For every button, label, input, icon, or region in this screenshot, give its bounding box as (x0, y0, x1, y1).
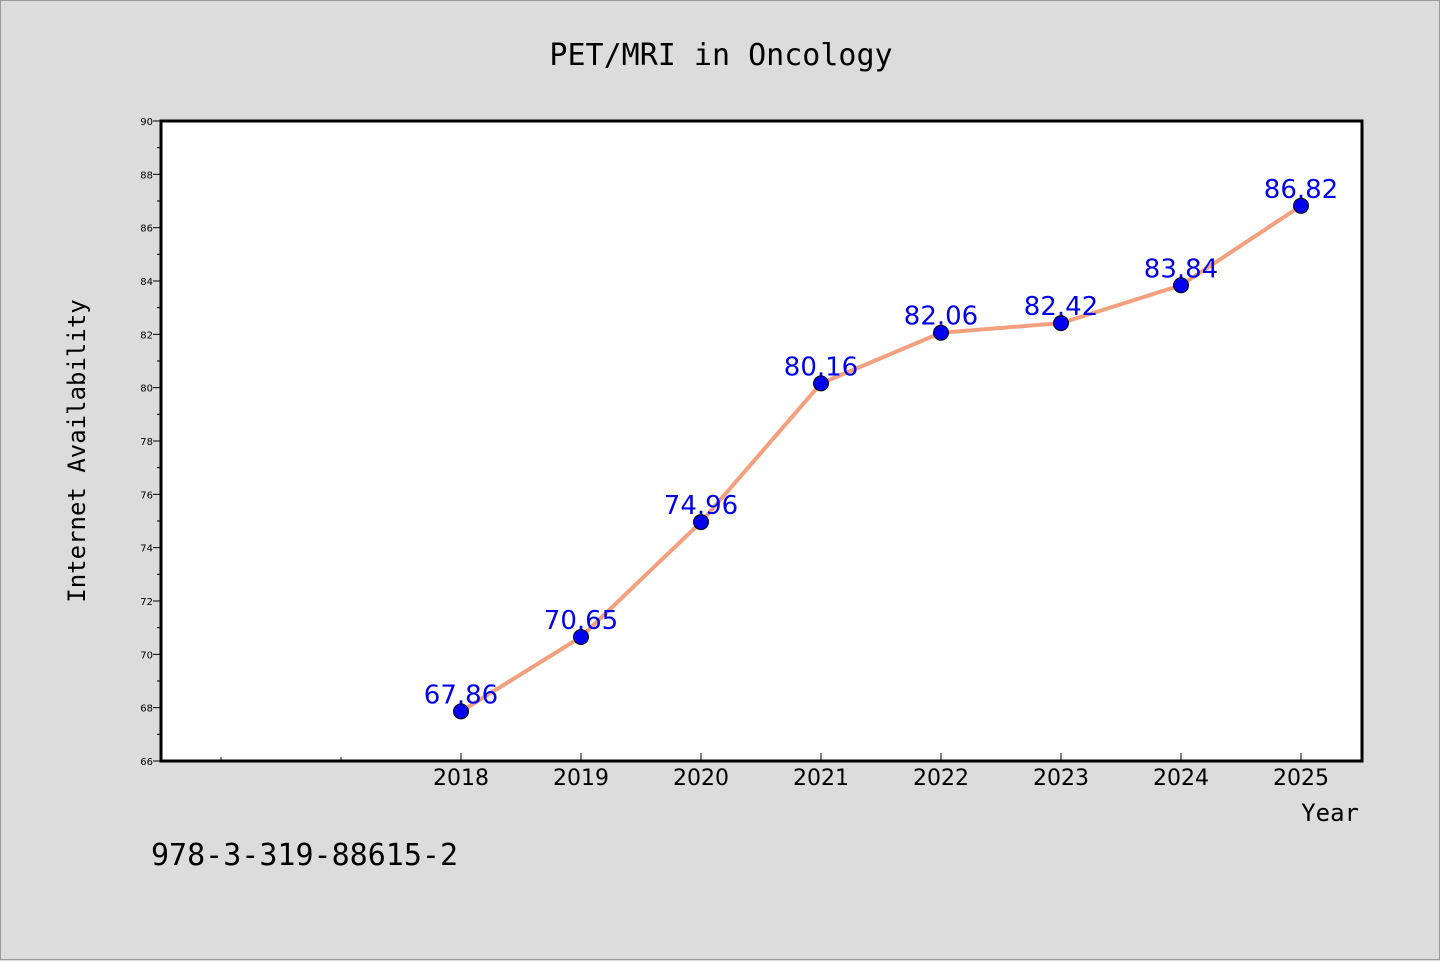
y-tick-label: 66 (140, 757, 153, 768)
y-tick-label: 76 (140, 490, 153, 501)
x-tick-label: 2022 (913, 766, 969, 791)
data-label: 74.96 (664, 491, 738, 521)
y-tick-label: 84 (140, 277, 153, 288)
data-point (453, 703, 469, 720)
y-tick-label: 82 (140, 330, 153, 341)
y-tick-label: 90 (140, 117, 153, 128)
chart-title: PET/MRI in Oncology (549, 38, 892, 73)
y-tick-label: 88 (140, 170, 153, 181)
data-label: 70.65 (544, 606, 618, 636)
y-tick-label: 68 (140, 704, 153, 715)
data-label: 80.16 (784, 352, 858, 382)
data-point (813, 375, 829, 392)
series-line (459, 203, 1303, 714)
x-axis-title: Year (1301, 799, 1359, 827)
data-point (1173, 277, 1189, 294)
y-axis-title: Internet Availability (63, 299, 91, 602)
series-layer: 67.86 70.65 74.96 80.16 82.06 82.42 83.84 86.82 (424, 175, 1338, 720)
plot-area (161, 121, 1362, 761)
y-tick-label: 74 (140, 544, 153, 555)
data-point (693, 514, 709, 531)
data-point (1053, 315, 1069, 332)
y-axis: 66 68 70 72 74 76 78 80 82 84 86 88 90 (140, 117, 161, 768)
x-tick-label: 2025 (1273, 766, 1329, 791)
x-tick-label: 2021 (793, 766, 849, 791)
x-axis: 2018 2019 2020 2021 2022 2023 2024 2025 (220, 753, 1329, 791)
data-label: 82.42 (1024, 292, 1098, 322)
data-label: 67.86 (424, 680, 498, 710)
data-point (933, 324, 949, 341)
x-tick-label: 2018 (433, 766, 489, 791)
y-tick-label: 70 (140, 650, 153, 661)
x-tick-label: 2024 (1153, 766, 1209, 791)
y-tick-label: 80 (140, 384, 153, 395)
x-tick-label: 2023 (1033, 766, 1089, 791)
data-label: 86.82 (1264, 175, 1338, 205)
data-point (573, 629, 589, 645)
data-label: 83.84 (1144, 254, 1218, 284)
y-tick-label: 72 (140, 597, 153, 608)
isbn-text: 978-3-319-88615-2 (151, 838, 458, 873)
data-label: 82.06 (904, 302, 978, 332)
x-tick-label: 2020 (673, 766, 729, 791)
y-tick-label: 78 (140, 437, 153, 448)
x-tick-label: 2019 (553, 766, 609, 791)
y-tick-label: 86 (140, 224, 153, 235)
data-point (1293, 197, 1309, 214)
plot-border (159, 119, 1364, 763)
